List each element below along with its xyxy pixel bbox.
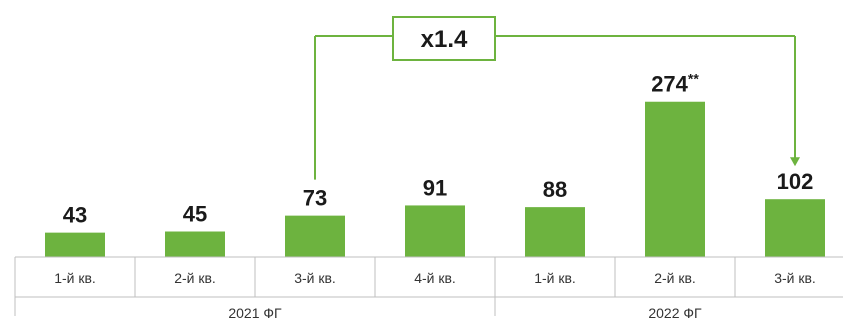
bar-2	[165, 232, 225, 258]
tick-label-6: 2-й кв.	[654, 270, 696, 286]
multiplier-label: x1.4	[421, 26, 468, 53]
value-label-number: 274	[651, 72, 688, 97]
tick-label-1: 1-й кв.	[54, 270, 96, 286]
value-label-number: 43	[63, 203, 87, 228]
bar-4	[405, 205, 465, 257]
value-label-footnote-mark: **	[688, 71, 699, 87]
growth-annotation: x1.4	[315, 17, 800, 180]
bar-3	[285, 216, 345, 257]
value-label-4: 91	[423, 175, 447, 200]
group-label-1: 2021 ФГ	[228, 305, 282, 321]
tick-label-3: 3-й кв.	[294, 270, 336, 286]
group-label-2: 2022 ФГ	[648, 305, 702, 321]
tick-label-5: 1-й кв.	[534, 270, 576, 286]
value-label-number: 45	[183, 202, 207, 227]
bar-6	[645, 102, 705, 257]
tick-label-7: 3-й кв.	[774, 270, 816, 286]
value-label-6: 274**	[651, 71, 699, 97]
x-axis: 1-й кв. 2-й кв. 3-й кв. 4-й кв. 1-й кв. 2-й к…	[15, 257, 843, 321]
value-label-1: 43	[63, 203, 87, 228]
value-label-7: 102	[777, 169, 814, 194]
bar-1	[45, 233, 105, 257]
value-label-number: 73	[303, 186, 327, 211]
value-label-number: 91	[423, 175, 447, 200]
tick-label-2: 2-й кв.	[174, 270, 216, 286]
value-label-5: 88	[543, 177, 567, 202]
bar-5	[525, 207, 585, 257]
value-label-2: 45	[183, 202, 207, 227]
annotation-arrowhead	[790, 157, 800, 166]
value-label-number: 102	[777, 169, 814, 194]
value-label-3: 73	[303, 186, 327, 211]
value-label-number: 88	[543, 177, 567, 202]
tick-label-4: 4-й кв.	[414, 270, 456, 286]
bar-7	[765, 199, 825, 257]
